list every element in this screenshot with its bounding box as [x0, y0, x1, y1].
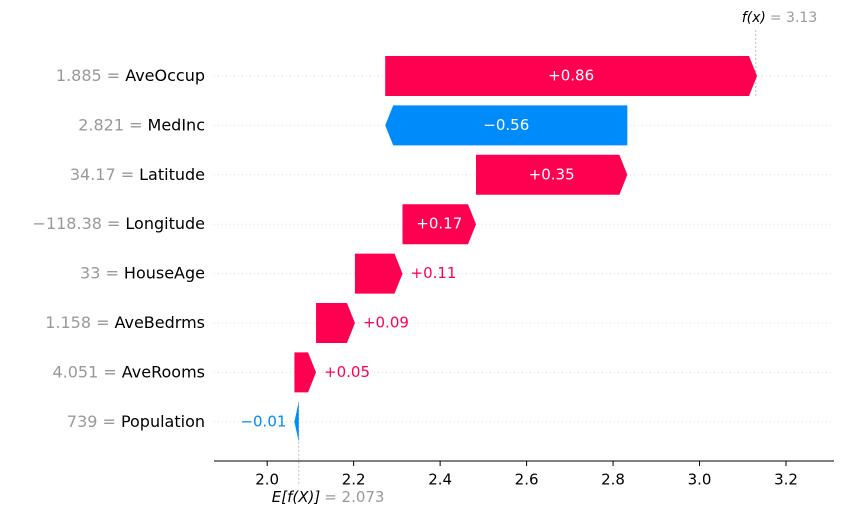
feature-value: −118.38 =	[33, 214, 121, 233]
bar	[316, 303, 355, 343]
feature-value: 33 =	[80, 263, 119, 282]
value-label: +0.05	[324, 363, 370, 381]
value-label: +0.86	[548, 67, 594, 85]
feature-label: 1.158 = AveBedrms	[45, 313, 205, 332]
base-value: = 2.073	[324, 488, 384, 506]
feature-value: 1.885 =	[56, 66, 120, 85]
base-label: E[f(X)] = 2.073	[272, 488, 385, 506]
feature-label: 739 = Population	[67, 411, 205, 430]
feature-value: 4.051 =	[52, 362, 116, 381]
x-tick-label: 3.2	[774, 471, 798, 489]
value-label: +0.35	[529, 165, 575, 183]
feature-value: 739 =	[67, 411, 116, 430]
feature-name: AveRooms	[122, 362, 205, 381]
value-label: +0.09	[363, 314, 409, 332]
bar	[476, 154, 628, 195]
output-label: f(x) = 3.13	[742, 10, 818, 26]
feature-value: 34.17 =	[70, 164, 134, 183]
x-tick-label: 2.0	[255, 471, 279, 489]
x-tick-label: 2.4	[428, 471, 452, 489]
feature-name: AveBedrms	[114, 313, 205, 332]
feature-name: MedInc	[148, 115, 205, 134]
value-label: −0.01	[240, 412, 286, 430]
output-value: = 3.13	[770, 10, 817, 26]
value-label: +0.11	[411, 264, 457, 282]
value-label: +0.17	[416, 215, 462, 233]
feature-label: −118.38 = Longitude	[33, 214, 205, 233]
feature-label: 4.051 = AveRooms	[52, 362, 205, 381]
output-name: f(x)	[742, 10, 766, 26]
feature-name: HouseAge	[124, 263, 205, 282]
bar	[385, 56, 758, 96]
bar	[385, 105, 628, 146]
feature-name: Population	[121, 411, 205, 430]
feature-value: 2.821 =	[78, 115, 142, 134]
bar	[354, 253, 403, 294]
feature-name: AveOccup	[125, 66, 205, 85]
feature-label: 1.885 = AveOccup	[56, 66, 205, 85]
value-label: −0.56	[483, 116, 529, 134]
bar	[402, 204, 477, 245]
feature-label: 33 = HouseAge	[80, 263, 205, 282]
x-tick-label: 2.2	[342, 471, 366, 489]
bar	[294, 401, 299, 442]
x-tick-label: 3.0	[688, 471, 712, 489]
feature-label: 34.17 = Latitude	[70, 164, 205, 183]
base-name: E[f(X)]	[272, 488, 321, 506]
x-tick-label: 2.8	[601, 471, 625, 489]
feature-value: 1.158 =	[45, 313, 109, 332]
bar	[294, 352, 317, 393]
x-tick-label: 2.6	[515, 471, 539, 489]
feature-name: Latitude	[139, 164, 205, 183]
feature-name: Longitude	[125, 214, 205, 233]
feature-label: 2.821 = MedInc	[78, 115, 205, 134]
